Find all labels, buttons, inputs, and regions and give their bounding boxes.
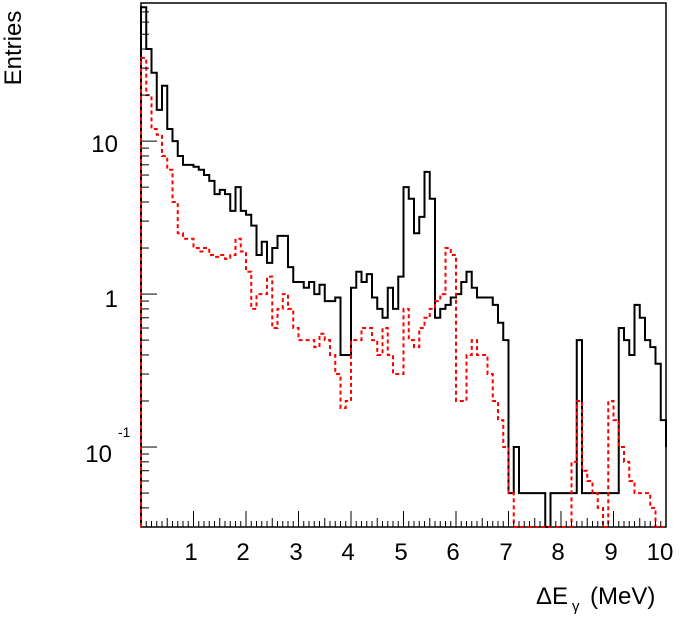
x-tick-label-6: 6 — [446, 539, 459, 566]
x-tick-label-8: 8 — [551, 539, 564, 566]
x-tick-label-4: 4 — [341, 539, 354, 566]
series-layer — [140, 6, 667, 528]
y-axis-label: Entries — [0, 11, 27, 86]
black-solid-histogram — [140, 6, 667, 528]
x-axis-label-unit: (MeV) — [590, 583, 655, 610]
y-tick-label-10: 10 — [91, 131, 118, 158]
x-axis-label-subscript: γ — [572, 598, 580, 615]
x-axis-label-main: ΔE — [536, 583, 568, 610]
x-axis-label: ΔE γ (MeV) — [536, 583, 655, 615]
x-tick-label-10: 10 — [647, 539, 674, 566]
red-dashed-histogram — [140, 56, 666, 528]
x-tick-label-3: 3 — [289, 539, 302, 566]
y-tick-label-1: 1 — [105, 286, 118, 313]
y-tick-label-0-1: 10 -1 — [85, 424, 130, 468]
tick-layer — [141, 2, 667, 527]
y-tick-label-0-1-base: 10 — [85, 441, 112, 468]
x-tick-label-2: 2 — [236, 539, 249, 566]
x-tick-label-9: 9 — [604, 539, 617, 566]
x-tick-label-5: 5 — [394, 539, 407, 566]
x-tick-label-7: 7 — [499, 539, 512, 566]
y-tick-label-0-1-exponent: -1 — [118, 424, 131, 440]
x-tick-label-1: 1 — [184, 539, 197, 566]
